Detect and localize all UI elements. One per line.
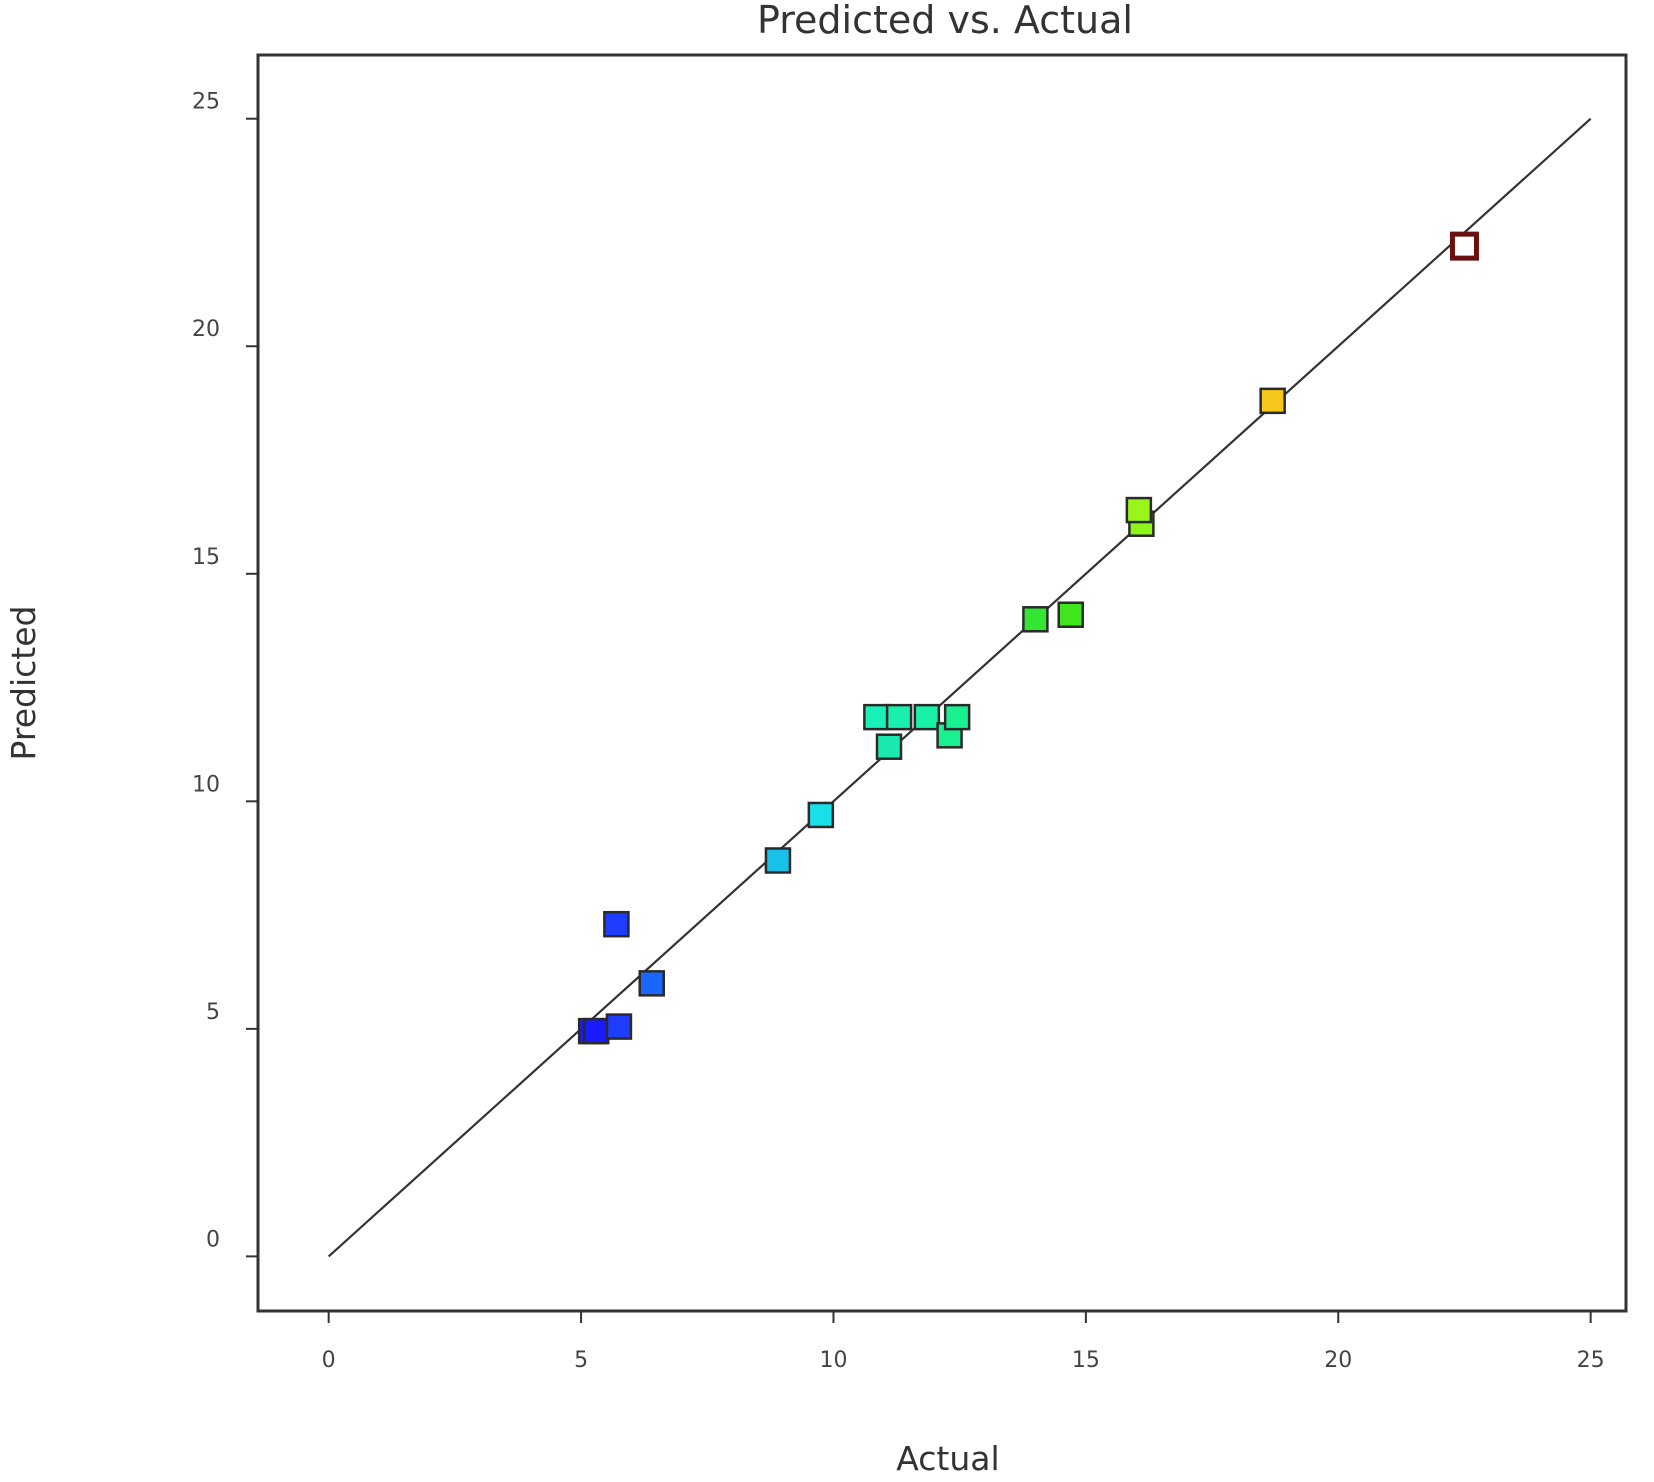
data-point (943, 703, 971, 731)
y-tick-label: 5 (206, 1000, 220, 1025)
y-tick-label: 20 (192, 317, 220, 342)
y-tick-label: 15 (192, 545, 220, 570)
data-point (807, 801, 835, 829)
data-point (1449, 231, 1479, 261)
data-point (1125, 496, 1153, 524)
chart-title: Predicted vs. Actual (757, 0, 1133, 42)
x-axis-label: Actual (896, 1439, 999, 1478)
data-point (638, 970, 665, 997)
x-tick-label: 15 (1072, 1348, 1100, 1373)
data-point (1259, 387, 1286, 415)
x-axis: 0 5 10 15 20 25 (322, 1311, 1605, 1373)
x-tick-label: 5 (574, 1348, 588, 1373)
data-point (913, 703, 941, 731)
x-tick-label: 0 (322, 1348, 336, 1373)
x-tick-label: 20 (1324, 1348, 1352, 1373)
data-point (1022, 606, 1049, 633)
y-axis: 0 5 10 15 20 25 (192, 90, 258, 1258)
y-axis-label: Predicted (4, 606, 43, 761)
plot-area-frame (256, 53, 1628, 1313)
data-point (875, 733, 903, 760)
data-point (1057, 601, 1084, 628)
data-point (764, 847, 792, 874)
data-point (582, 1017, 610, 1045)
data-points (577, 231, 1479, 1045)
x-tick-label: 25 (1577, 1348, 1605, 1373)
data-point (863, 703, 890, 731)
y-tick-label: 25 (192, 90, 220, 115)
y-tick-label: 10 (192, 772, 220, 797)
data-point (885, 703, 913, 731)
reference-line (327, 117, 1592, 1258)
data-point (605, 1013, 633, 1040)
x-tick-label: 10 (819, 1348, 847, 1373)
data-point (603, 910, 630, 938)
y-tick-label: 0 (206, 1227, 220, 1252)
